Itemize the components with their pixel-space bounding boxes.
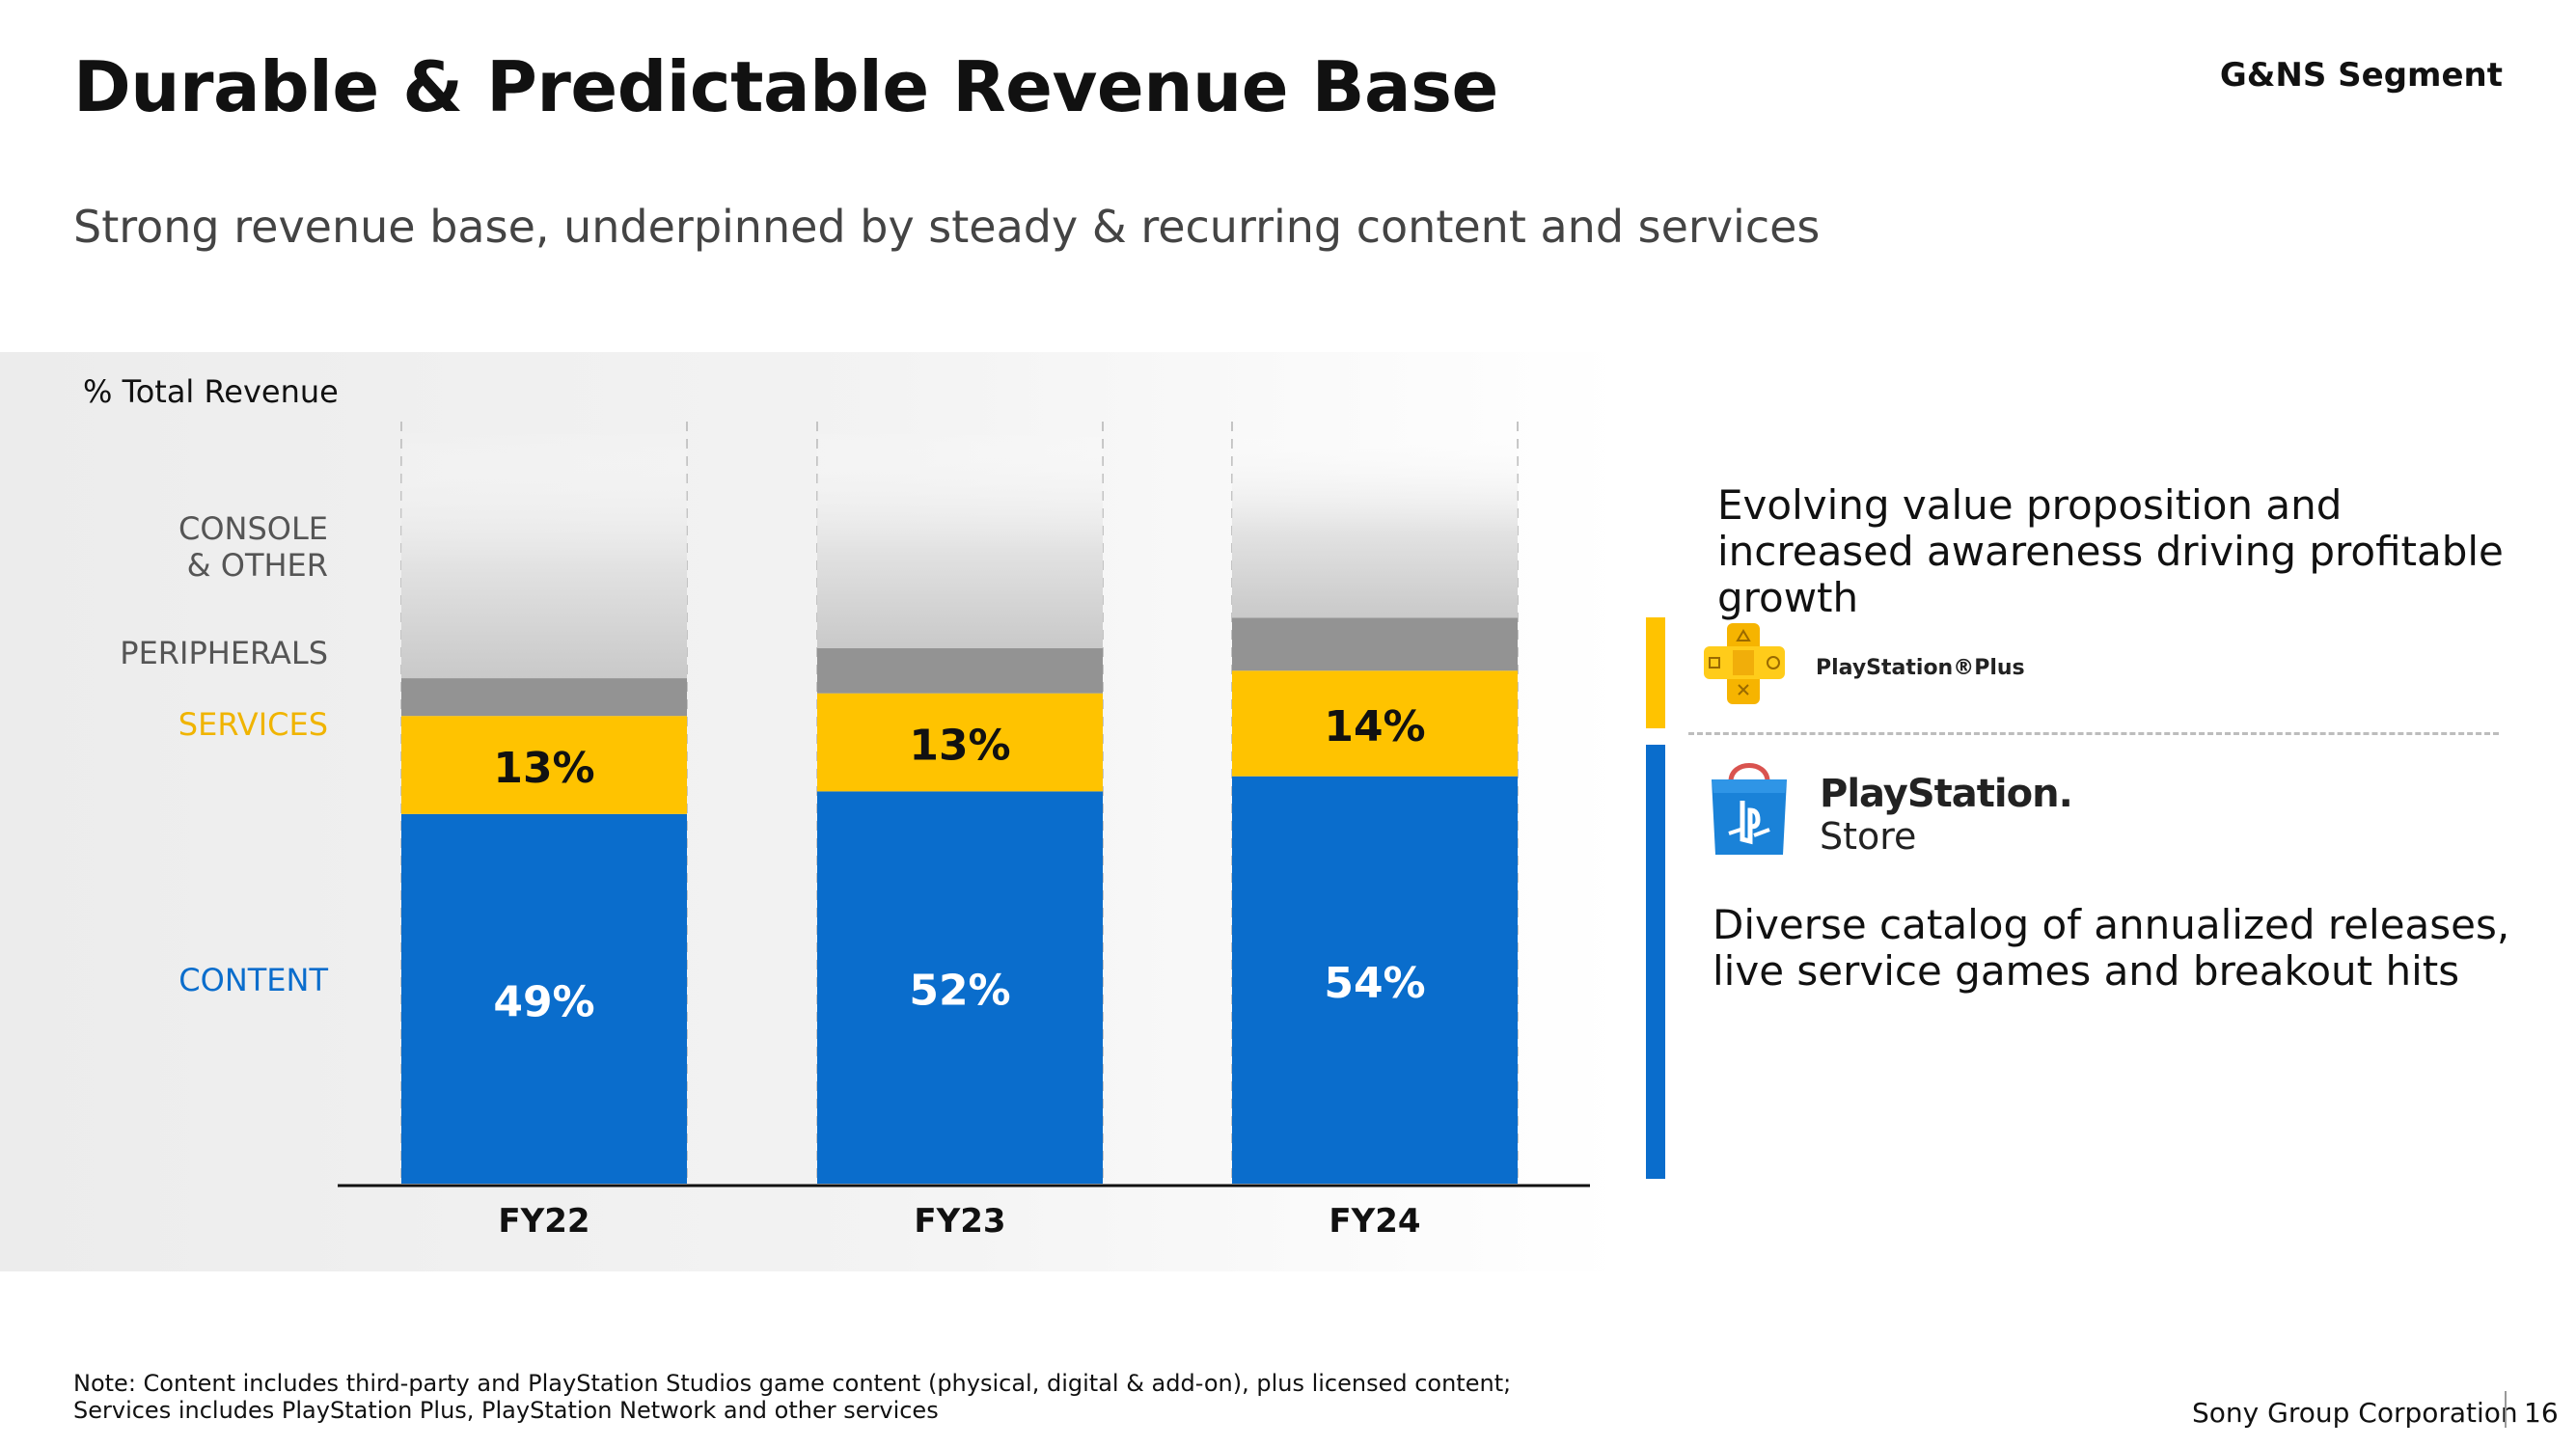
x-tick-label-fy24: FY24	[1329, 1202, 1420, 1241]
data-label-content-fy23: 52%	[909, 967, 1010, 1016]
company-name: Sony Group Corporation	[2192, 1397, 2518, 1429]
x-tick-label-fy22: FY22	[498, 1202, 589, 1241]
x-tick-label-fy23: FY23	[914, 1202, 1005, 1241]
bar-services-fy24	[1232, 670, 1518, 777]
playstation-store-bag-icon	[1712, 763, 1787, 855]
data-label-content-fy22: 49%	[493, 977, 594, 1026]
bar-peripherals-fy22	[401, 678, 687, 717]
footer-separator	[2505, 1391, 2507, 1428]
page-title: Durable & Predictable Revenue Base	[73, 46, 1498, 127]
data-label-services-fy23: 13%	[909, 722, 1010, 771]
segment-label: G&NS Segment	[2219, 56, 2503, 95]
page-subtitle: Strong revenue base, underpinned by stea…	[73, 201, 1821, 253]
y-axis-label: % Total Revenue	[83, 373, 339, 410]
bar-peripherals-fy24	[1232, 617, 1518, 671]
data-label-content-fy24: 54%	[1324, 959, 1425, 1008]
bar-content-fy22	[401, 813, 687, 1184]
footnote-line-1: Note: Content includes third-party and P…	[73, 1370, 1512, 1397]
series-label-console-other-line-2: & OTHER	[187, 547, 328, 584]
services-description: Evolving value proposition and increased…	[1717, 481, 2504, 621]
series-label-peripherals: PERIPHERALS	[120, 635, 328, 671]
footnote-line-2: Services includes PlayStation Plus, Play…	[73, 1397, 939, 1424]
bar-content-fy23	[817, 791, 1103, 1184]
services-accent-bar	[1646, 617, 1665, 728]
playstation-store-label: PlayStation.	[1820, 772, 2073, 816]
bar-peripherals-fy23	[817, 647, 1103, 694]
playstation-plus-label: PlayStation®Plus	[1816, 656, 2025, 680]
series-label-services: SERVICES	[178, 706, 328, 743]
data-label-services-fy22: 13%	[493, 744, 594, 793]
page-number: 16	[2524, 1397, 2559, 1429]
series-label-content: CONTENT	[178, 962, 328, 998]
bar-services-fy22	[401, 716, 687, 814]
data-label-services-fy24: 14%	[1324, 702, 1425, 751]
bar-content-fy24	[1232, 776, 1518, 1184]
bar-console-other-fy23	[817, 429, 1103, 648]
bar-console-other-fy24	[1232, 429, 1518, 618]
divider-dashed	[1688, 732, 2499, 735]
playstation-plus-logo-icon	[1704, 623, 1785, 704]
bar-console-other-fy22	[401, 429, 687, 679]
content-accent-bar	[1646, 745, 1665, 1179]
playstation-store-sublabel: Store	[1820, 815, 1917, 858]
revenue-mix-chart: 49% 13% FY22 52% 13% FY23 54% 14% FY24 CONTENT SER…	[83, 373, 1590, 1241]
series-label-console-other-line-1: CONSOLE	[178, 510, 328, 547]
content-description: Diverse catalog of annualized releases, …	[1713, 901, 2510, 995]
footnote: Note: Content includes third-party and P…	[73, 1370, 1521, 1424]
bar-services-fy23	[817, 693, 1103, 792]
